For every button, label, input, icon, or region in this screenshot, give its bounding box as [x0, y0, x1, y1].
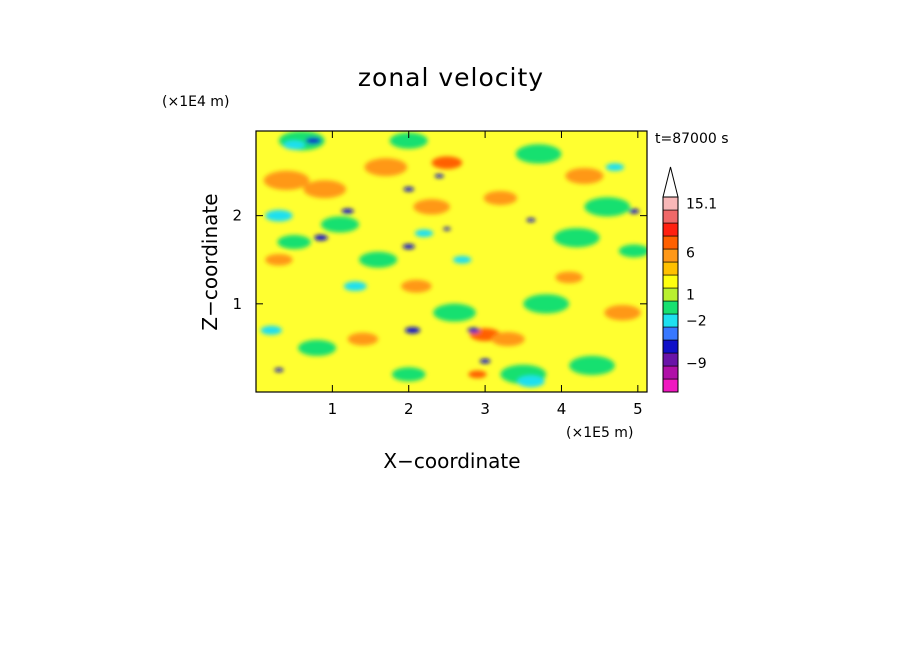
colorbar-segment: [662, 287, 679, 302]
field-blob: [467, 327, 480, 333]
colorbar-label: −9: [686, 356, 707, 372]
colorbar-segment: [662, 300, 679, 315]
field-blob: [260, 325, 282, 335]
field-blob: [618, 244, 647, 258]
field-blob: [553, 228, 600, 248]
x-axis-label: X−coordinate: [383, 449, 520, 473]
colorbar-segment: [662, 261, 679, 276]
field-blob: [443, 227, 451, 231]
field-blob: [401, 279, 432, 293]
plot-frame: [255, 130, 648, 393]
field-blob: [431, 156, 463, 170]
field-blob: [584, 197, 631, 217]
field-blob: [343, 281, 367, 292]
x-tick-label: 2: [404, 400, 414, 418]
field-blob: [479, 358, 491, 364]
x-tick-label: 1: [328, 400, 338, 418]
colorbar-segment: [662, 378, 679, 393]
colorbar-segment: [662, 326, 679, 341]
field-blob: [569, 355, 615, 376]
field-blob: [263, 170, 310, 191]
field-blob: [314, 234, 328, 241]
heatmap-field: [256, 131, 647, 392]
y-tick-label: 1: [232, 295, 242, 313]
time-label: t=87000 s: [655, 131, 729, 147]
field-blob: [341, 208, 354, 214]
field-blob: [414, 229, 434, 238]
x-axis-unit: (×1E5 m): [566, 425, 633, 441]
chart-title: zonal velocity: [358, 63, 544, 92]
colorbar-segment: [662, 313, 679, 328]
field-blob: [491, 332, 525, 347]
colorbar-extend-arrow: [662, 166, 679, 198]
field-blob: [277, 235, 311, 250]
y-axis: 12: [232, 207, 647, 313]
colorbar-segment: [662, 235, 679, 250]
colorbar-label: −2: [686, 314, 707, 330]
field-blob: [523, 294, 570, 314]
field-blob: [628, 208, 640, 214]
field-blob: [555, 271, 583, 284]
field-blob: [517, 375, 545, 388]
colorbar-label: 6: [686, 245, 695, 261]
field-blob: [565, 167, 604, 184]
field-blob: [604, 304, 641, 321]
x-axis: 1 2 3 4 5: [328, 131, 643, 418]
field-blob: [413, 199, 450, 215]
colorbar-segment: [662, 222, 679, 237]
colorbar-segment: [662, 209, 679, 224]
field-blob: [303, 180, 347, 199]
x-tick-label: 5: [633, 400, 643, 418]
colorbar: −9 −2 1 6 15.1: [662, 166, 717, 393]
y-tick-label: 2: [232, 207, 242, 225]
field-blob: [515, 144, 562, 164]
field-blob: [274, 368, 284, 372]
colorbar-segment: [662, 365, 679, 380]
field-blob: [305, 137, 321, 144]
colorbar-segment: [662, 274, 679, 289]
field-blob: [359, 251, 398, 268]
field-blob: [453, 255, 472, 264]
field-blob: [320, 216, 360, 233]
field-blob: [434, 174, 444, 178]
colorbar-frame: [662, 196, 679, 393]
field-blob: [402, 243, 415, 250]
field-blob: [283, 140, 305, 150]
field-blob: [433, 303, 476, 322]
colorbar-segment: [662, 248, 679, 263]
y-axis-label: Z−coordinate: [198, 193, 222, 330]
field-blob: [391, 367, 426, 382]
field-blob: [265, 253, 293, 266]
field-blob: [389, 132, 428, 149]
field-blob: [347, 332, 379, 346]
colorbar-label: 1: [686, 288, 695, 304]
x-tick-label: 3: [480, 400, 490, 418]
field-blob: [483, 190, 518, 206]
colorbar-segment: [662, 339, 679, 354]
field-blob: [404, 327, 421, 334]
field-blob: [265, 209, 293, 222]
field-blob: [468, 370, 487, 379]
field-blob: [364, 158, 408, 177]
field-blob: [298, 339, 337, 356]
colorbar-label: 15.1: [686, 197, 717, 213]
x-tick-label: 4: [557, 400, 567, 418]
field-blob: [605, 163, 625, 172]
colorbar-segment: [662, 352, 679, 367]
field-blob: [403, 186, 415, 192]
colorbar-segment: [662, 196, 679, 211]
y-axis-unit: (×1E4 m): [162, 94, 229, 110]
field-blob: [526, 218, 536, 222]
